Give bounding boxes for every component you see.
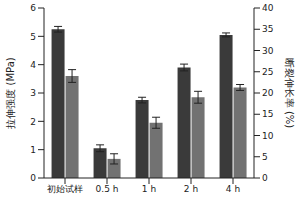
svg-text:2: 2 bbox=[30, 117, 36, 127]
svg-text:0.5 h: 0.5 h bbox=[96, 184, 119, 194]
svg-text:35: 35 bbox=[262, 24, 273, 34]
svg-text:初始试样: 初始试样 bbox=[47, 184, 83, 194]
svg-text:4: 4 bbox=[30, 60, 36, 70]
svg-text:10: 10 bbox=[262, 131, 274, 141]
svg-text:断裂伸长率 (%): 断裂伸长率 (%) bbox=[284, 58, 292, 129]
svg-text:1 h: 1 h bbox=[142, 184, 156, 194]
svg-text:6: 6 bbox=[30, 3, 36, 13]
svg-text:5: 5 bbox=[262, 152, 268, 162]
svg-text:0: 0 bbox=[262, 173, 268, 183]
svg-text:40: 40 bbox=[262, 3, 274, 13]
svg-text:20: 20 bbox=[262, 88, 274, 98]
svg-text:拉伸强度 (MPa): 拉伸强度 (MPa) bbox=[8, 57, 16, 128]
svg-text:30: 30 bbox=[262, 46, 274, 56]
svg-text:1: 1 bbox=[30, 145, 36, 155]
svg-text:5: 5 bbox=[30, 32, 36, 42]
svg-text:0: 0 bbox=[30, 173, 36, 183]
svg-text:25: 25 bbox=[262, 67, 273, 77]
svg-text:3: 3 bbox=[30, 88, 36, 98]
svg-text:4 h: 4 h bbox=[226, 184, 240, 194]
svg-text:2 h: 2 h bbox=[184, 184, 198, 194]
svg-text:15: 15 bbox=[262, 109, 273, 119]
